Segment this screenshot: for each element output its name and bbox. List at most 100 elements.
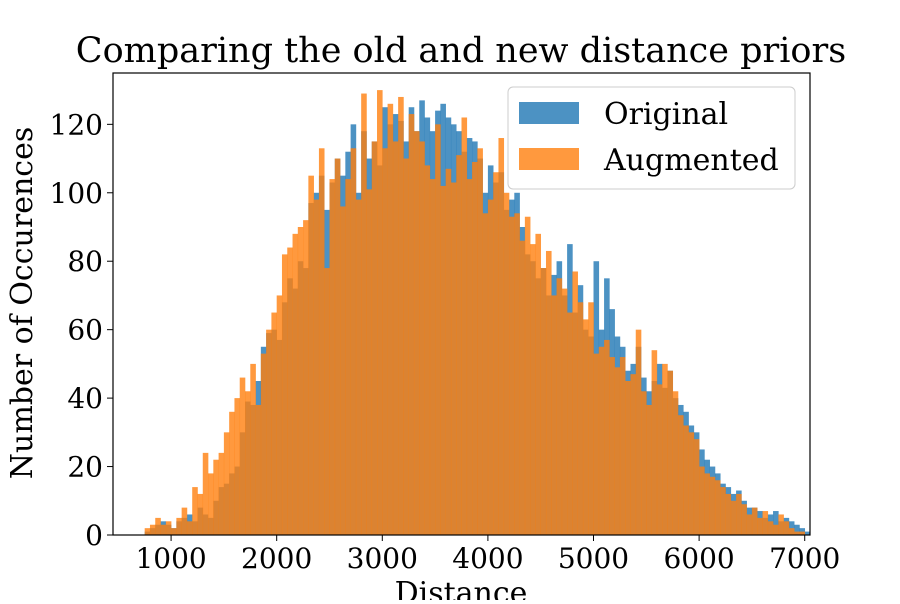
y-tick-label: 80 bbox=[67, 245, 103, 278]
bar-augmented bbox=[334, 158, 341, 536]
legend-label-original: Original bbox=[604, 97, 728, 132]
bar-augmented bbox=[260, 353, 267, 535]
bar-augmented bbox=[313, 199, 320, 535]
bar-augmented bbox=[382, 148, 388, 536]
bar-augmented bbox=[736, 493, 742, 535]
bar-augmented bbox=[598, 346, 605, 535]
y-tick-label: 100 bbox=[50, 177, 103, 210]
bar-augmented bbox=[266, 329, 272, 535]
y-tick-label: 120 bbox=[50, 108, 103, 141]
bar-augmented bbox=[588, 302, 594, 535]
bar-augmented bbox=[535, 233, 542, 535]
bar-augmented bbox=[767, 521, 774, 535]
y-axis: 0 20 40 60 80 100 120 bbox=[50, 108, 113, 552]
bar-augmented bbox=[271, 312, 277, 535]
bar-augmented bbox=[165, 521, 172, 535]
bar-augmented bbox=[519, 240, 526, 535]
bar-augmented bbox=[572, 271, 578, 535]
bar-augmented bbox=[292, 233, 299, 535]
bar-augmented bbox=[714, 480, 721, 535]
bar-augmented bbox=[514, 213, 520, 536]
bar-augmented bbox=[730, 500, 737, 535]
y-axis-label: Number of Occurences bbox=[5, 127, 40, 479]
bar-augmented bbox=[788, 528, 795, 535]
chart-title: Comparing the old and new distance prior… bbox=[76, 31, 846, 71]
bar-augmented bbox=[630, 374, 637, 535]
bar-augmented bbox=[149, 524, 156, 535]
bar-augmented bbox=[582, 319, 589, 535]
bar-augmented bbox=[440, 185, 446, 535]
bar-augmented bbox=[625, 381, 631, 535]
bar-augmented bbox=[487, 199, 494, 535]
bar-original bbox=[804, 531, 811, 535]
series-augmented bbox=[144, 90, 806, 536]
bar-augmented bbox=[704, 473, 710, 535]
bar-augmented bbox=[223, 432, 230, 535]
bar-augmented bbox=[493, 172, 499, 535]
bar-augmented bbox=[693, 439, 700, 535]
bar-augmented bbox=[688, 432, 695, 535]
bar-augmented bbox=[662, 363, 668, 535]
bar-augmented bbox=[318, 148, 325, 536]
bar-augmented bbox=[324, 268, 330, 535]
bar-augmented bbox=[403, 158, 409, 536]
bars-layer bbox=[144, 90, 811, 536]
bar-augmented bbox=[593, 353, 600, 535]
bar-augmented bbox=[561, 288, 568, 535]
bar-augmented bbox=[751, 507, 758, 535]
x-tick-label: 1000 bbox=[135, 542, 206, 575]
bar-augmented bbox=[308, 175, 314, 535]
bar-augmented bbox=[287, 247, 293, 536]
bar-augmented bbox=[202, 452, 209, 535]
bar-augmented bbox=[350, 148, 357, 536]
bar-augmented bbox=[794, 531, 800, 535]
bar-augmented bbox=[577, 302, 584, 535]
y-tick-label: 20 bbox=[67, 451, 103, 484]
bar-augmented bbox=[176, 517, 182, 535]
bar-augmented bbox=[530, 244, 536, 535]
bar-augmented bbox=[144, 528, 151, 535]
bar-augmented bbox=[429, 179, 436, 536]
bar-augmented bbox=[466, 179, 473, 536]
bar-augmented bbox=[297, 227, 304, 535]
bar-augmented bbox=[641, 391, 647, 535]
bar-augmented bbox=[672, 391, 679, 535]
bar-augmented bbox=[540, 268, 547, 535]
bar-augmented bbox=[276, 295, 283, 535]
bar-augmented bbox=[208, 473, 214, 535]
bar-augmented bbox=[234, 398, 241, 535]
y-tick-label: 40 bbox=[67, 382, 103, 415]
bar-augmented bbox=[778, 514, 784, 535]
legend-label-augmented: Augmented bbox=[603, 143, 779, 178]
bar-augmented bbox=[619, 357, 626, 535]
bar-augmented bbox=[445, 168, 452, 536]
bar-augmented bbox=[498, 138, 505, 535]
bar-augmented bbox=[229, 411, 235, 535]
bar-augmented bbox=[366, 189, 373, 535]
x-tick-label: 7000 bbox=[769, 542, 840, 575]
bar-augmented bbox=[699, 466, 705, 535]
bar-augmented bbox=[387, 103, 394, 536]
bar-augmented bbox=[239, 377, 246, 535]
bar-augmented bbox=[757, 517, 763, 535]
x-tick-label: 4000 bbox=[452, 542, 523, 575]
bar-augmented bbox=[408, 114, 415, 536]
bar-augmented bbox=[651, 350, 658, 535]
legend: Original Augmented bbox=[507, 86, 796, 190]
bar-augmented bbox=[667, 370, 674, 535]
bar-augmented bbox=[419, 141, 425, 535]
bar-augmented bbox=[461, 117, 468, 535]
y-tick-label: 0 bbox=[85, 519, 103, 552]
legend-frame bbox=[507, 86, 796, 190]
bar-augmented bbox=[472, 161, 478, 535]
bar-augmented bbox=[456, 155, 462, 535]
bar-augmented bbox=[392, 141, 399, 535]
bar-augmented bbox=[683, 425, 689, 535]
bar-augmented bbox=[450, 182, 457, 535]
bar-augmented bbox=[509, 216, 515, 535]
bar-augmented bbox=[635, 329, 642, 535]
bar-augmented bbox=[160, 524, 167, 535]
bar-augmented bbox=[709, 476, 716, 535]
